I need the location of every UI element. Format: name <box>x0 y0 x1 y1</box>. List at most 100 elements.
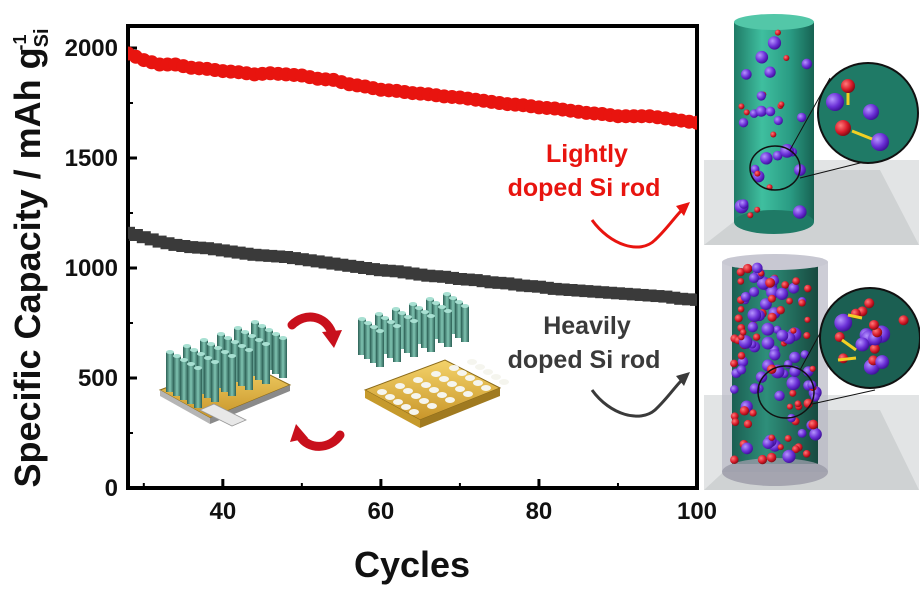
y-tick-label: 500 <box>78 365 118 392</box>
nanorod-icon <box>449 298 457 334</box>
dopant-atom-icon <box>754 170 761 177</box>
lithium-atom-icon <box>755 371 768 383</box>
nanorod-top-icon <box>410 319 418 323</box>
dopant-atom-icon <box>752 333 761 341</box>
lithium-atom-icon <box>755 105 767 117</box>
nanorod-icon <box>262 344 270 384</box>
nanorod-top-icon <box>375 312 383 316</box>
dopant-atom-icon <box>740 329 747 336</box>
nanorod-top-icon <box>393 324 401 328</box>
lithium-atom-icon <box>739 199 749 209</box>
electrode-dot-icon <box>377 389 387 395</box>
lithium-atom-icon <box>783 360 793 369</box>
dopant-atom-icon <box>804 284 812 293</box>
y-tick-label: 1500 <box>65 145 118 172</box>
nanorod-icon <box>221 352 229 392</box>
electrode-dot-icon <box>449 365 459 371</box>
nanorod-top-icon <box>245 348 253 352</box>
nanorod-top-icon <box>214 346 222 350</box>
dopant-atom-icon <box>768 434 775 441</box>
dopant-atom-icon <box>757 454 768 465</box>
lithium-atom-icon <box>751 262 763 274</box>
dopant-atom-icon <box>766 452 777 463</box>
nanorod-top-icon <box>449 296 457 300</box>
lithium-atom-icon <box>789 351 801 364</box>
y-tick-label: 0 <box>105 475 118 502</box>
series-heavily-doped <box>128 226 697 306</box>
red-curved-arrow-icon-return <box>290 424 345 451</box>
dopant-atom-icon <box>743 263 753 274</box>
nanorod-top-icon <box>415 306 423 310</box>
lithium-atom-icon <box>786 376 801 391</box>
lithium-atom-icon <box>796 112 807 123</box>
nanorod-top-icon <box>183 344 191 348</box>
dopant-atom-icon <box>767 312 777 322</box>
dopant-atom-icon <box>736 268 745 277</box>
nanorod-top-icon <box>387 320 395 324</box>
nanorod-icon <box>421 312 429 348</box>
x-tick-label: 100 <box>677 498 717 525</box>
electrode-dot-icon <box>481 385 491 391</box>
nanorod-top-icon <box>272 332 280 336</box>
nanorod-top-icon <box>364 321 372 325</box>
nanorod-icon <box>444 311 452 347</box>
nanorod-icon <box>387 322 395 358</box>
y-axis-title-sup: -1 <box>10 34 30 50</box>
nanorod-icon <box>393 326 401 362</box>
data-point-light <box>690 115 697 130</box>
electrode-dot-icon <box>431 371 441 377</box>
electrode-dot-icon <box>437 392 447 398</box>
nanorod-top-icon <box>200 338 208 342</box>
nanorod-icon <box>279 338 287 378</box>
nanorod-top-icon <box>438 305 446 309</box>
nanorod-icon <box>211 362 219 402</box>
dopant-atom-icon <box>802 450 811 458</box>
electrode-dot-icon <box>455 386 465 392</box>
dopant-atom-icon <box>743 109 750 116</box>
dopant-atom-icon <box>731 418 740 426</box>
electrode-dot-icon <box>465 375 475 381</box>
dark-swoosh-arrow-icon <box>590 372 690 418</box>
nanorod-top-icon <box>427 314 435 318</box>
dopant-atom-icon <box>781 281 789 289</box>
dopant-atom-icon <box>737 351 746 360</box>
dopant-atom-icon <box>743 419 753 429</box>
annotation-light-line1: Lightly <box>546 140 628 168</box>
data-point-heavy <box>690 293 697 306</box>
nanorod-icon <box>455 302 463 338</box>
nanorod-icon <box>187 364 195 404</box>
lithium-atom-icon <box>875 355 890 369</box>
lithium-atom-icon <box>765 106 776 117</box>
nanorod-top-icon <box>217 332 225 336</box>
electrode-dot-icon <box>491 374 501 380</box>
nanorod-top-icon <box>443 292 451 296</box>
dopant-atom-icon <box>809 365 816 372</box>
dopant-atom-icon <box>808 419 819 430</box>
lithium-atom-icon <box>782 449 796 463</box>
dopant-atom-icon <box>749 409 757 417</box>
lithium-atom-icon <box>767 36 782 50</box>
dopant-atom-icon <box>774 29 781 36</box>
lithium-atom-icon <box>776 329 789 342</box>
nanorod-top-icon <box>190 348 198 352</box>
electrode-dot-icon <box>473 380 483 386</box>
nanorod-icon <box>272 334 280 374</box>
nanorod-top-icon <box>173 354 181 358</box>
electrode-dot-icon <box>447 381 457 387</box>
y-axis-title-sub: Si <box>31 28 53 47</box>
x-tick-label: 80 <box>526 498 553 525</box>
annotation-heavy-line1: Heavily <box>543 312 631 340</box>
dopant-atom-icon <box>777 444 784 451</box>
nanorod-icon <box>427 316 435 352</box>
nanorod-top-icon <box>248 334 256 338</box>
nanorod-top-icon <box>194 366 202 370</box>
nanorod-top-icon <box>404 315 412 319</box>
lithium-atom-icon <box>741 442 753 455</box>
lithium-atom-icon <box>800 350 810 359</box>
nanorod-top-icon <box>197 352 205 356</box>
x-tick-label: 60 <box>368 498 395 525</box>
dopant-atom-icon <box>730 455 739 465</box>
nanorod-top-icon <box>238 344 246 348</box>
dopant-atom-icon <box>790 327 797 334</box>
lithium-atom-icon <box>764 66 776 78</box>
